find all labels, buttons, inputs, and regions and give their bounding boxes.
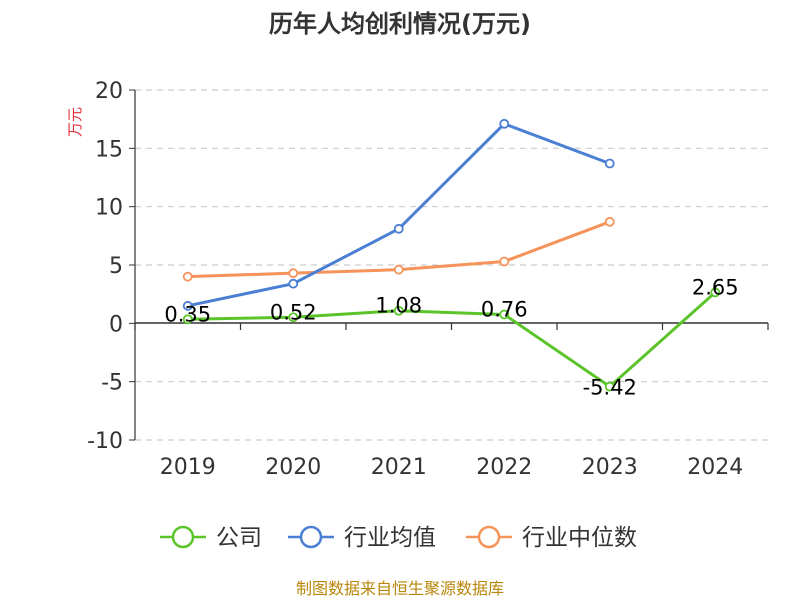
data-labels: 0.35 0.52 1.08 0.76 -5.42 2.65 <box>164 275 738 399</box>
x-axis: 2019 2020 2021 2022 2023 2024 <box>134 322 769 480</box>
series-points <box>182 118 721 392</box>
legend-item-0[interactable]: 公司 <box>160 525 262 551</box>
x-tick-label: 2023 <box>582 455 638 480</box>
data-label: 2.65 <box>692 275 739 299</box>
y-tick-label: -5 <box>101 371 123 396</box>
data-point[interactable] <box>499 309 510 320</box>
data-point[interactable] <box>182 271 193 282</box>
x-tick-label: 2019 <box>160 455 216 480</box>
data-point[interactable] <box>288 312 299 323</box>
y-tick-label: 20 <box>95 79 123 104</box>
data-label: -5.42 <box>583 376 637 400</box>
data-point[interactable] <box>182 314 193 325</box>
legend-label: 行业中位数 <box>522 525 637 551</box>
data-point[interactable] <box>393 264 404 275</box>
series-lines <box>187 122 717 389</box>
x-tick-label: 2021 <box>371 455 427 480</box>
y-tick-label: -10 <box>87 429 123 454</box>
x-tick-label: 2022 <box>476 455 532 480</box>
data-label: 0.52 <box>270 300 317 324</box>
x-tick-label: 2020 <box>265 455 321 480</box>
data-point[interactable] <box>604 381 615 392</box>
y-tick-label: 10 <box>95 196 123 221</box>
data-label: 1.08 <box>375 294 422 318</box>
legend-item-2[interactable]: 行业中位数 <box>466 525 637 551</box>
legend-item-1[interactable]: 行业均值 <box>288 525 436 551</box>
data-point[interactable] <box>499 118 510 129</box>
legend-marker <box>299 525 323 549</box>
data-point[interactable] <box>604 216 615 227</box>
x-tick-label: 2024 <box>687 455 743 480</box>
data-point[interactable] <box>710 287 721 298</box>
source-note: 制图数据来自恒生聚源数据库 <box>296 579 504 598</box>
y-axis-label: 万元 <box>66 107 84 137</box>
data-point[interactable] <box>604 158 615 169</box>
series-line-0 <box>187 291 717 389</box>
legend-marker <box>477 525 501 549</box>
y-tick-label: 5 <box>109 254 123 279</box>
data-point[interactable] <box>288 268 299 279</box>
data-label: 0.76 <box>481 297 528 321</box>
y-tick-label: 0 <box>109 312 123 337</box>
y-axis: 20 15 10 5 0 -5 -10 <box>87 79 136 454</box>
data-point[interactable] <box>393 223 404 234</box>
series-line-1 <box>187 122 611 308</box>
data-label: 0.35 <box>164 302 211 326</box>
legend[interactable]: 公司 行业均值 行业中位数 <box>160 525 637 551</box>
chart-title: 历年人均创利情况(万元) <box>269 10 531 38</box>
legend-marker <box>171 525 195 549</box>
legend-label: 行业均值 <box>344 525 436 551</box>
data-point[interactable] <box>288 278 299 289</box>
y-tick-label: 15 <box>95 137 123 162</box>
data-point[interactable] <box>393 305 404 316</box>
data-point[interactable] <box>499 256 510 267</box>
legend-label: 公司 <box>216 525 262 551</box>
data-point[interactable] <box>182 300 193 311</box>
